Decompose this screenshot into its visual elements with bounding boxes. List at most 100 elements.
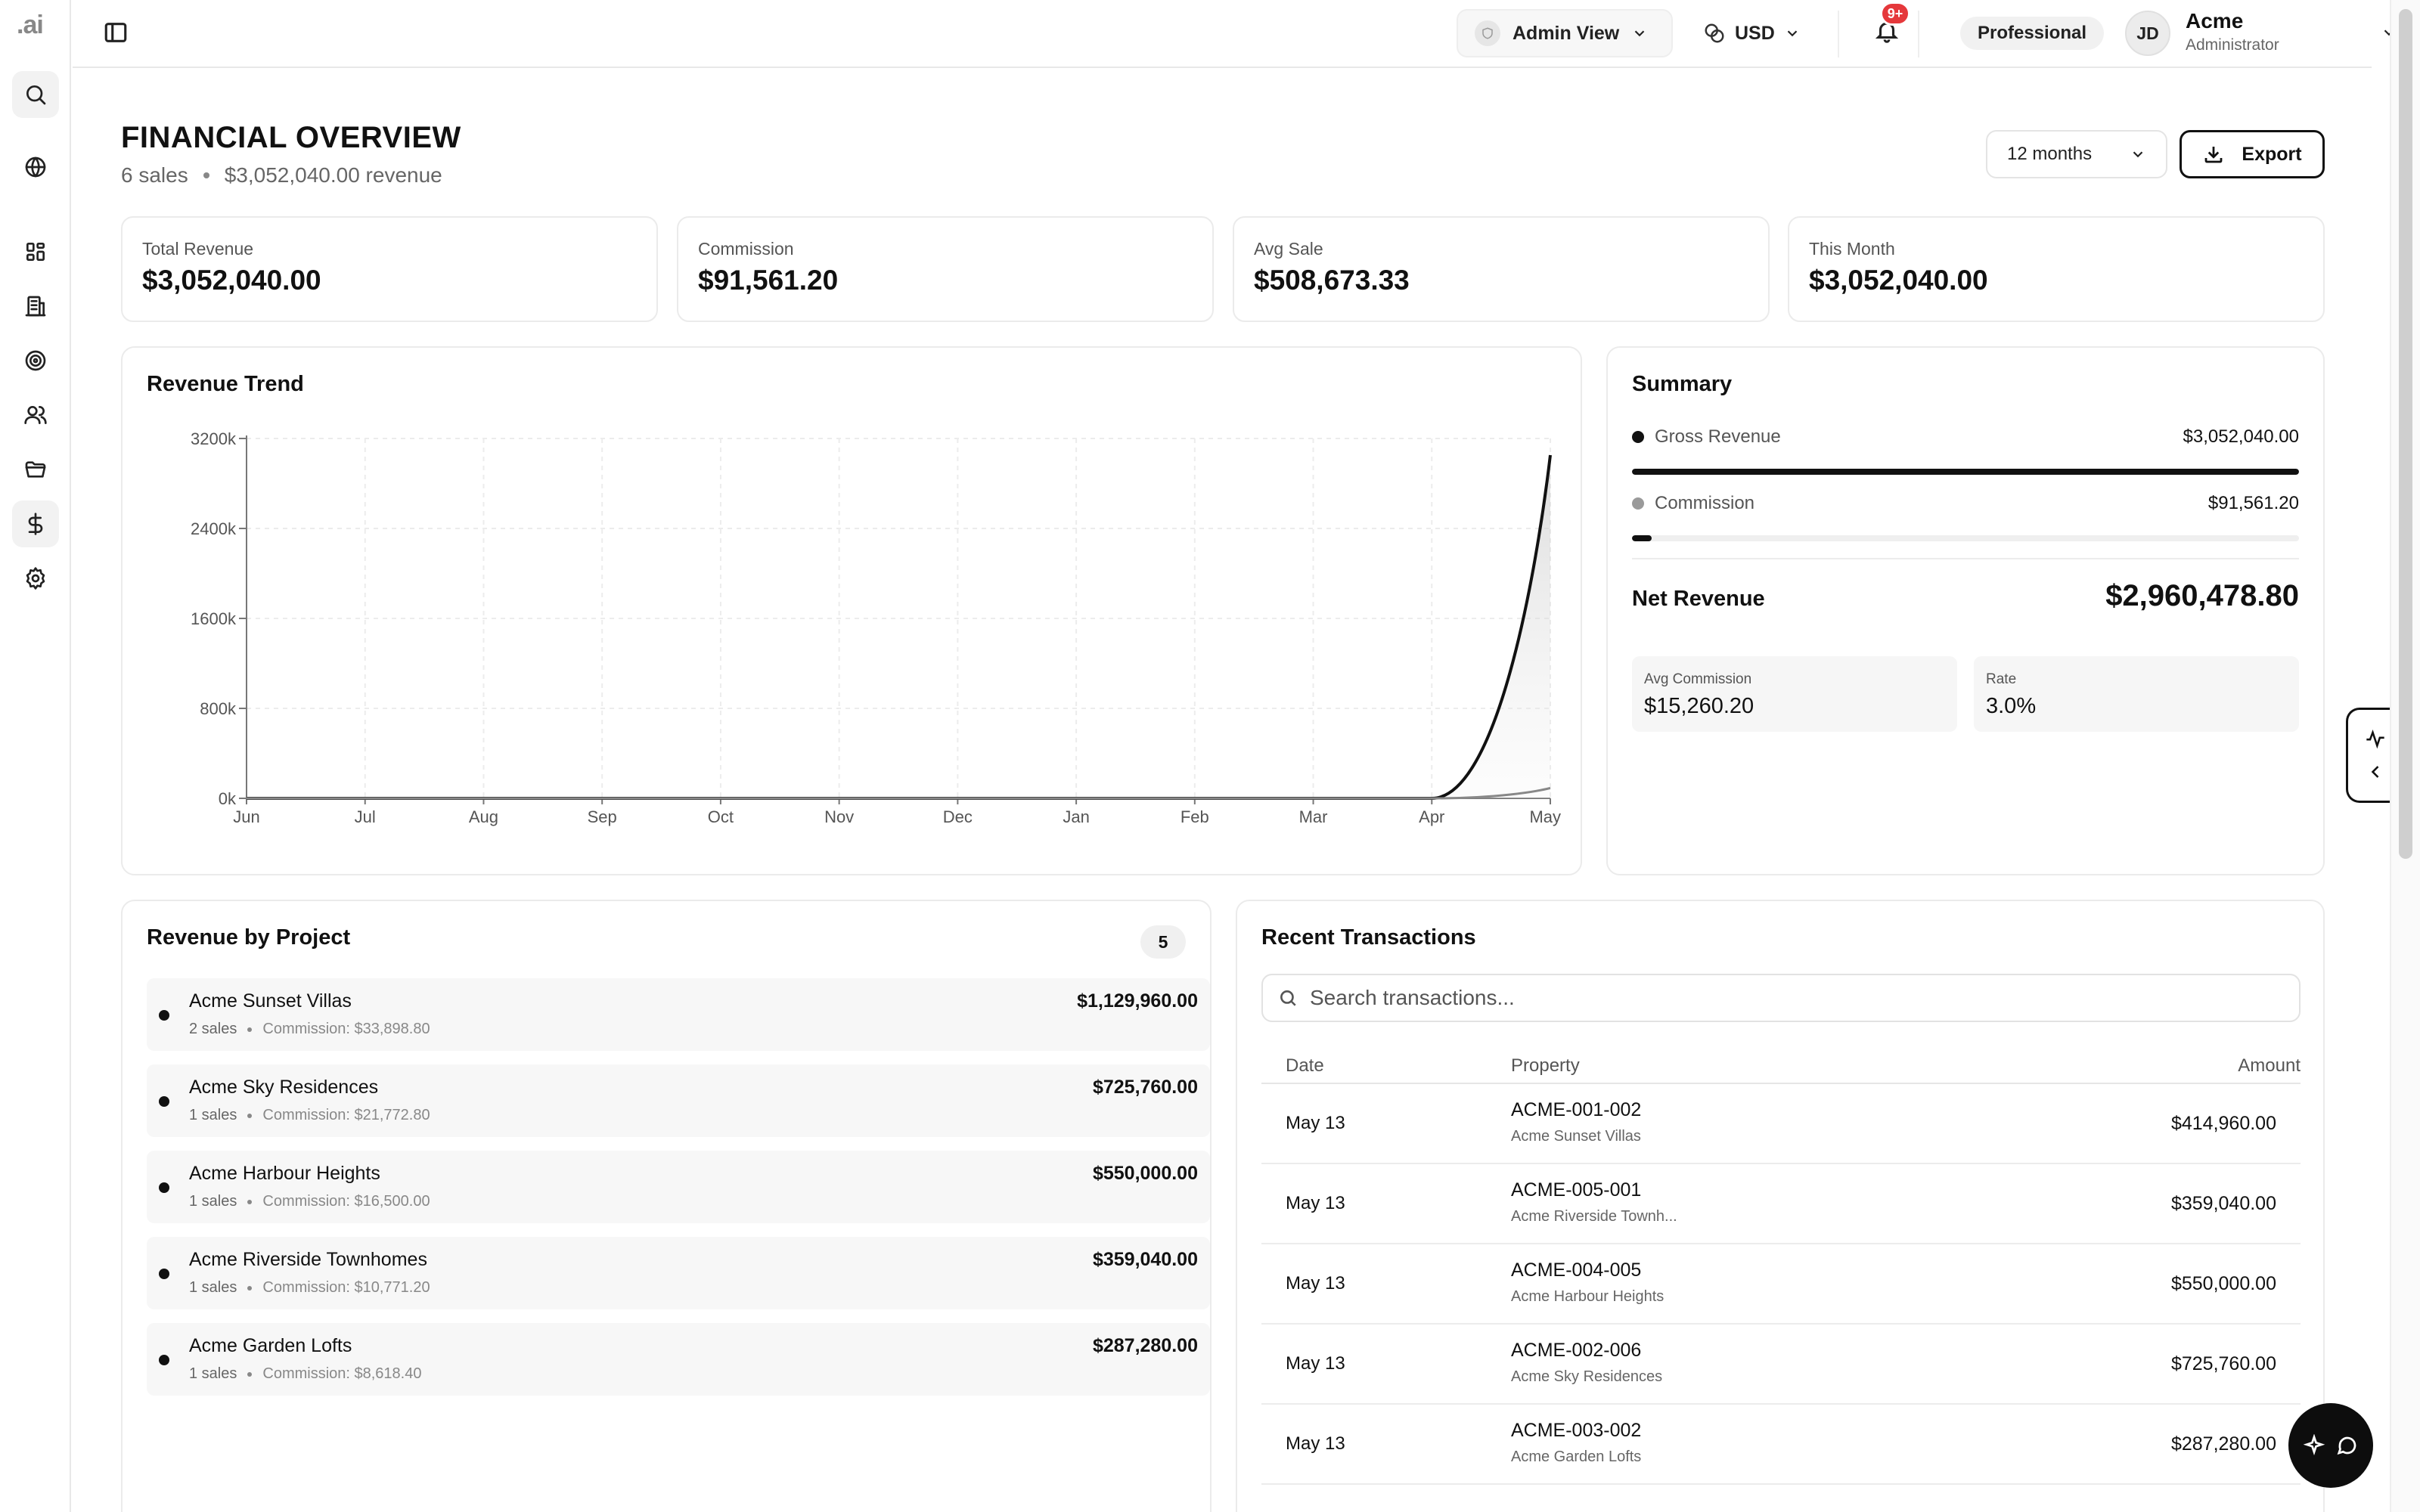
list-item[interactable]: Acme Sunset Villas 2 sales Commission: $3…	[147, 978, 1210, 1051]
project-meta: 1 sales Commission: $21,772.80	[189, 1107, 430, 1124]
kpi-label: This Month	[1809, 239, 1895, 259]
x-tick-label: Mar	[1299, 807, 1328, 826]
divider	[1632, 558, 2299, 559]
project-sales: 1 sales	[189, 1107, 237, 1123]
rate-card: Rate 3.0%	[1974, 656, 2299, 732]
transaction-amount: $359,040.00	[2170, 1193, 2276, 1214]
project-commission: Commission: $33,898.80	[262, 1021, 430, 1037]
search-icon[interactable]	[12, 71, 59, 118]
kpi-card-this-month: This Month $3,052,040.00	[1788, 216, 2325, 322]
project-sales: 1 sales	[189, 1193, 237, 1210]
dollar-icon[interactable]	[12, 500, 59, 547]
target-icon[interactable]	[12, 337, 59, 384]
rate-value: 3.0%	[1986, 694, 2037, 718]
kpi-label: Avg Sale	[1254, 239, 1323, 259]
table-row[interactable]: May 13 ACME-002-006 Acme Sky Residences …	[1261, 1325, 2301, 1405]
x-tick-label: Sep	[588, 807, 617, 826]
transaction-amount: $414,960.00	[2170, 1113, 2276, 1134]
list-item[interactable]: Acme Sky Residences 1 sales Commission: $…	[147, 1064, 1210, 1137]
revenue-by-project-title: Revenue by Project	[147, 925, 351, 950]
x-tick-label: Feb	[1181, 807, 1209, 826]
kpi-label: Total Revenue	[142, 239, 254, 259]
table-row[interactable]: May 13 ACME-005-001 Acme Riverside Townh…	[1261, 1164, 2301, 1244]
revenue-trend-title: Revenue Trend	[147, 372, 304, 396]
transaction-date: May 13	[1286, 1193, 1345, 1213]
table-row[interactable]: May 13 ACME-004-005 Acme Harbour Heights…	[1261, 1244, 2301, 1325]
x-tick-label: Oct	[708, 807, 734, 826]
project-meta: 1 sales Commission: $10,771.20	[189, 1279, 430, 1297]
rate-label: Rate	[1986, 671, 2017, 687]
x-tick-label: Jul	[355, 807, 376, 826]
y-tick-label: 0k	[219, 789, 237, 808]
project-name: Acme Riverside Townhomes	[189, 1249, 427, 1270]
building-icon[interactable]	[12, 283, 59, 330]
transaction-code: ACME-002-006	[1511, 1340, 1642, 1361]
admin-view-select[interactable]: Admin View	[1457, 9, 1673, 57]
project-value: $287,280.00	[1092, 1335, 1198, 1356]
commission-bar	[1632, 535, 2299, 541]
commission-bar-fill	[1632, 535, 1652, 541]
list-item[interactable]: Acme Garden Lofts 1 sales Commission: $8,…	[147, 1323, 1210, 1396]
download-icon	[2205, 147, 2223, 163]
sidebar-toggle-icon[interactable]	[103, 20, 132, 48]
gear-icon[interactable]	[12, 555, 59, 602]
avg-commission-value: $15,260.20	[1644, 694, 1754, 718]
currency-label: USD	[1735, 22, 1775, 44]
activity-icon	[2366, 729, 2384, 749]
kpi-label: Commission	[698, 239, 794, 259]
bullet-dot	[159, 1096, 169, 1107]
shield-icon	[1475, 20, 1500, 46]
transactions-search[interactable]	[1261, 974, 2301, 1022]
column-header-amount[interactable]: Amount	[2238, 1055, 2301, 1076]
transaction-code: ACME-003-002	[1511, 1420, 1642, 1441]
gross-revenue-row: Gross Revenue $3,052,040.00	[1632, 426, 2299, 448]
dashboard-icon[interactable]	[12, 228, 59, 275]
project-value: $359,040.00	[1092, 1249, 1198, 1270]
users-icon[interactable]	[12, 392, 59, 438]
search-input[interactable]	[1310, 986, 2217, 1010]
avatar[interactable]: JD	[2125, 11, 2170, 56]
series-line-revenue	[247, 454, 1552, 800]
project-name: Acme Harbour Heights	[189, 1163, 380, 1184]
project-sales: 1 sales	[189, 1365, 237, 1382]
admin-view-label: Admin View	[1512, 22, 1620, 44]
export-label: Export	[2242, 143, 2302, 165]
user-name[interactable]: Acme	[2186, 9, 2244, 33]
folder-icon[interactable]	[12, 446, 59, 493]
app-logo[interactable]: .ai	[17, 11, 44, 39]
summary-panel: Summary Gross Revenue $3,052,040.00 Comm…	[1606, 346, 2325, 875]
currency-select[interactable]: USD	[1696, 9, 1824, 57]
separator-dot	[247, 1027, 253, 1032]
avg-commission-card: Avg Commission $15,260.20	[1632, 656, 1957, 732]
separator-dot	[247, 1113, 253, 1118]
table-row[interactable]: May 13 ACME-001-002 Acme Sunset Villas $…	[1261, 1084, 2301, 1164]
project-name: Acme Sky Residences	[189, 1077, 379, 1098]
column-header-date[interactable]: Date	[1286, 1055, 1324, 1076]
globe-icon[interactable]	[12, 144, 59, 191]
scrollbar-thumb[interactable]	[2399, 9, 2412, 859]
sparkle-icon	[2303, 1434, 2325, 1456]
column-header-property[interactable]: Property	[1511, 1055, 1580, 1076]
list-item[interactable]: Acme Harbour Heights 1 sales Commission: …	[147, 1151, 1210, 1223]
list-item[interactable]: Acme Riverside Townhomes 1 sales Commissi…	[147, 1237, 1210, 1309]
period-select[interactable]: 12 months	[1986, 130, 2167, 178]
transaction-amount: $550,000.00	[2170, 1273, 2276, 1294]
plan-badge: Professional	[1960, 17, 2104, 50]
page-scrollbar[interactable]	[2390, 0, 2420, 1512]
project-value: $1,129,960.00	[1077, 990, 1198, 1012]
kpi-card-total-revenue: Total Revenue $3,052,040.00	[121, 216, 658, 322]
recent-transactions-title: Recent Transactions	[1261, 925, 1476, 950]
assistant-chat-button[interactable]	[2288, 1403, 2373, 1488]
project-commission: Commission: $8,618.40	[262, 1365, 422, 1382]
avg-commission-label: Avg Commission	[1644, 671, 1752, 687]
table-row[interactable]: May 13 ACME-003-002 Acme Garden Lofts $2…	[1261, 1405, 2301, 1485]
export-button[interactable]: Export	[2180, 130, 2325, 178]
chat-icon	[2337, 1436, 2356, 1455]
commission-row: Commission $91,561.20	[1632, 493, 2299, 514]
transaction-amount: $287,280.00	[2170, 1433, 2276, 1455]
bullet-dot	[159, 1010, 169, 1021]
transaction-amount: $725,760.00	[2170, 1353, 2276, 1374]
recent-transactions-panel: Recent Transactions Date Property Amount…	[1236, 900, 2325, 1512]
series-line-commission	[247, 786, 1551, 800]
project-name: Acme Garden Lofts	[189, 1335, 352, 1356]
